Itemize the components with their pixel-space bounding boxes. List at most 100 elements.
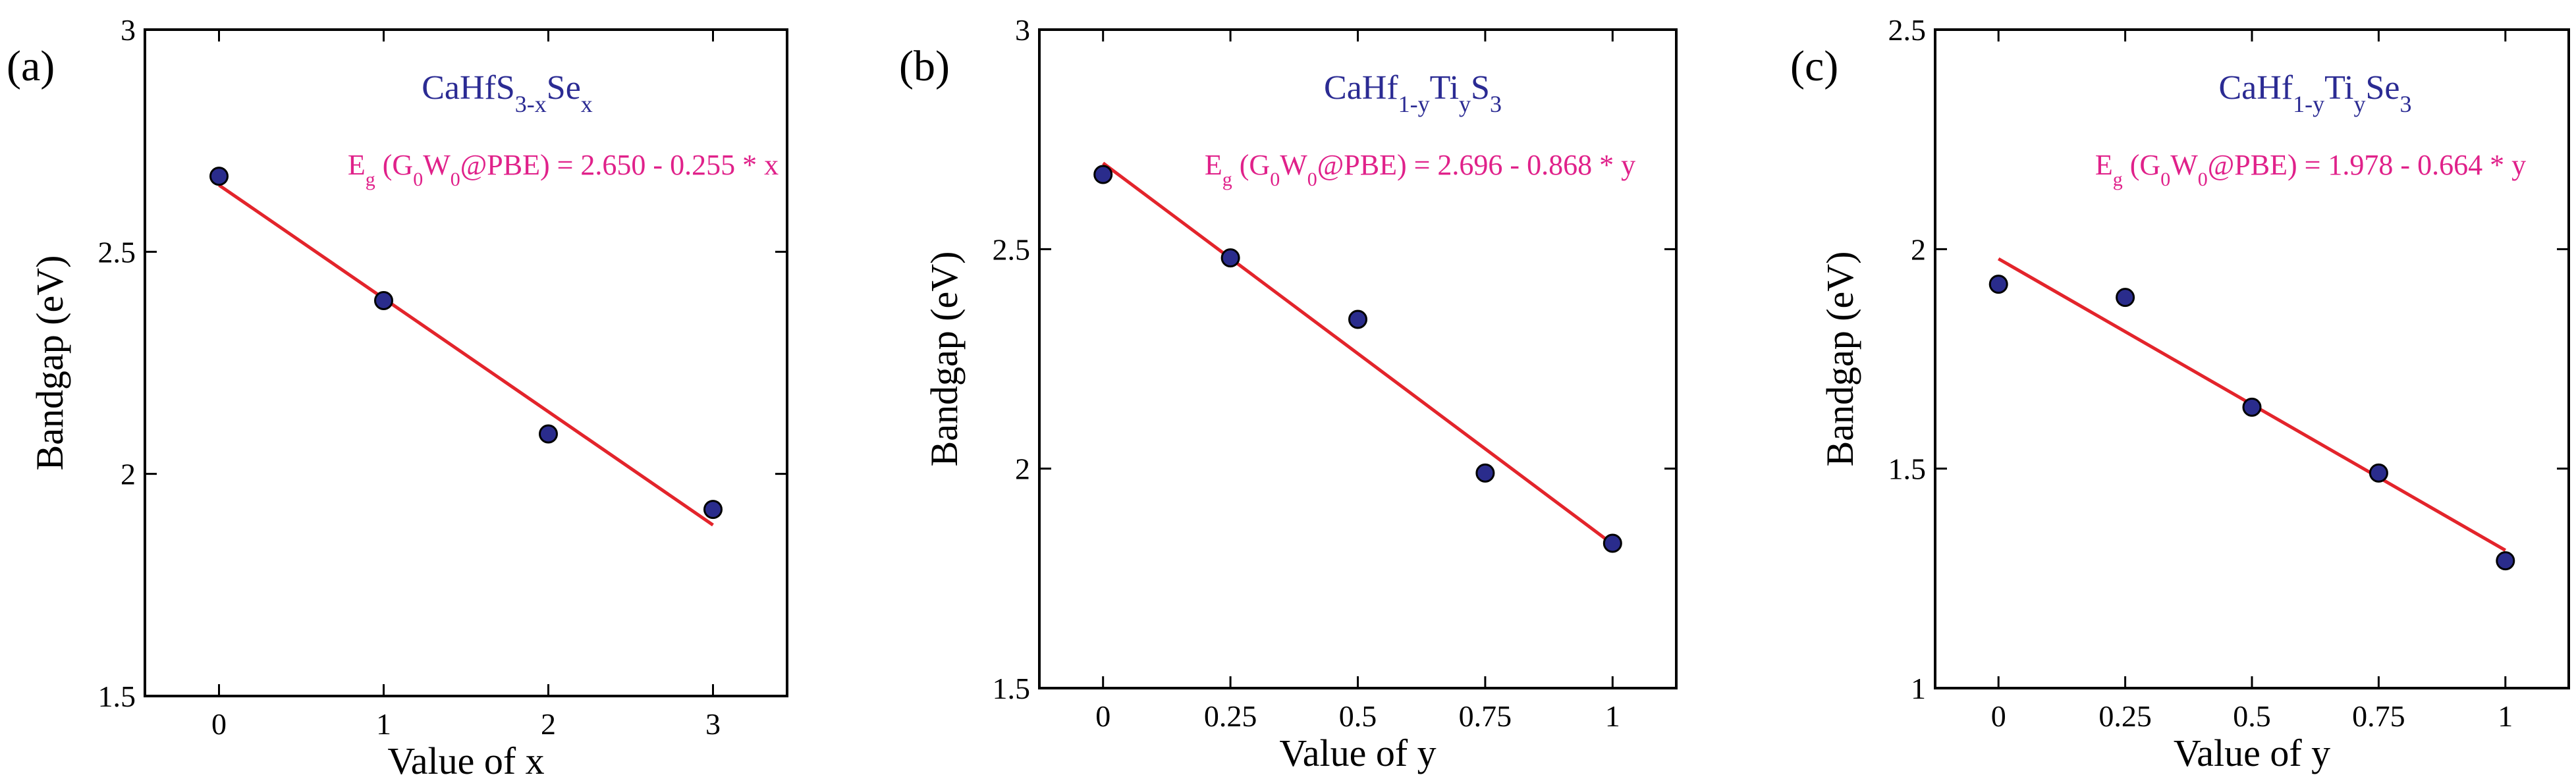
title-part: Ti: [1430, 69, 1459, 107]
data-point: [703, 500, 723, 520]
eq-part: E: [2095, 149, 2113, 181]
title-subscript: 3: [2400, 91, 2412, 117]
x-axis-label: Value of x: [387, 739, 544, 779]
data-point: [2116, 288, 2135, 308]
x-tick-label: 1: [2498, 699, 2513, 733]
plot-frame: [1038, 28, 1678, 689]
x-tick-label: 0: [211, 707, 227, 741]
data-point: [374, 291, 393, 311]
title-subscript: 1-y: [1398, 91, 1430, 117]
panel-label: (b): [899, 42, 950, 90]
x-tick-label: 0: [1095, 699, 1110, 733]
title-subscript: 1-y: [2293, 91, 2324, 117]
title-part: Ti: [2324, 69, 2353, 107]
eq-part: W: [1280, 149, 1307, 181]
panel-c: 0 0.25 0.5 0.75 1 1 1.5 2 2.5 Value of y Bandgap (…: [1790, 13, 2570, 774]
y-tick-label: 1.5: [98, 680, 136, 713]
panel-b: 0 0.25 0.5 0.75 1 1.5 2 2.5 3 Value of y Bandgap (…: [899, 13, 1678, 774]
x-tick-label: 1: [376, 707, 391, 741]
eq-subscript: 0: [2198, 169, 2208, 190]
y-tick-label: 2: [1911, 232, 1926, 266]
x-tick-label: 0.75: [2352, 699, 2405, 733]
x-tick-label: 0: [1991, 699, 2006, 733]
data-point: [2496, 551, 2515, 571]
x-axis-label: Value of y: [2174, 732, 2330, 774]
eq-part: (G: [2123, 149, 2160, 181]
title-part: CaHfS: [422, 69, 515, 107]
plot-frame: [1934, 28, 2570, 689]
fit-equation: Eg (G0W0@PBE) = 2.650 - 0.255 * x: [348, 149, 779, 190]
title-subscript: y: [1459, 91, 1471, 117]
chart-title: CaHf1-yTiySe3: [2218, 69, 2411, 117]
eq-subscript: g: [366, 169, 375, 190]
data-point: [1348, 309, 1367, 329]
y-tick-label: 1: [1911, 672, 1926, 705]
data-point: [209, 167, 229, 186]
eq-part: E: [1205, 149, 1222, 181]
eq-subscript: 0: [413, 169, 423, 190]
eq-part: W: [2170, 149, 2198, 181]
eq-part: W: [423, 149, 451, 181]
y-tick-label: 2.5: [993, 232, 1031, 266]
title-part: S: [1471, 69, 1490, 107]
y-tick-label: 1.5: [1888, 452, 1927, 486]
panel-label: (a): [7, 42, 55, 90]
title-part: CaHf: [2218, 69, 2293, 107]
data-point: [539, 424, 558, 444]
plot-frame: [144, 28, 788, 697]
title-subscript: 3: [1490, 91, 1502, 117]
y-axis-label: Bandgap (eV): [28, 255, 71, 471]
fit-equation: Eg (G0W0@PBE) = 1.978 - 0.664 * y: [2095, 149, 2526, 190]
y-tick-label: 3: [121, 13, 136, 47]
eq-subscript: 0: [451, 169, 460, 190]
eq-subscript: 0: [1270, 169, 1280, 190]
y-tick-label: 3: [1015, 13, 1030, 47]
y-tick-label: 2: [121, 458, 136, 491]
eq-part: @PBE) = 1.978 - 0.664 * y: [2208, 149, 2526, 181]
x-tick-label: 0.5: [2233, 699, 2271, 733]
fit-line: [218, 184, 714, 527]
title-part: CaHf: [1324, 69, 1398, 107]
eq-subscript: g: [1222, 169, 1232, 190]
chart-title: CaHf1-yTiyS3: [1324, 69, 1502, 117]
panel-label: (c): [1790, 42, 1838, 90]
x-tick-label: 2: [541, 707, 556, 741]
x-tick-label: 0.25: [1204, 699, 1257, 733]
eq-part: (G: [1232, 149, 1270, 181]
title-subscript: x: [581, 91, 593, 117]
eq-part: @PBE) = 2.650 - 0.255 * x: [460, 149, 779, 181]
fit-line: [1102, 161, 1614, 546]
x-tick-label: 1: [1605, 699, 1620, 733]
x-tick-label: 0.25: [2098, 699, 2152, 733]
data-point: [1220, 248, 1240, 268]
data-point: [2369, 463, 2388, 483]
title-subscript: 3-x: [515, 91, 547, 117]
data-point: [2242, 397, 2262, 417]
x-tick-label: 0.75: [1459, 699, 1512, 733]
data-point: [1475, 463, 1495, 483]
fit-equation: Eg (G0W0@PBE) = 2.696 - 0.868 * y: [1205, 149, 1635, 190]
eq-part: E: [348, 149, 366, 181]
eq-subscript: 0: [1307, 169, 1317, 190]
title-part: Se: [2366, 69, 2400, 107]
x-tick-label: 0.5: [1339, 699, 1377, 733]
title-subscript: y: [2354, 91, 2366, 117]
title-part: Se: [547, 69, 581, 107]
data-point: [1093, 165, 1113, 184]
y-tick-label: 2: [1015, 452, 1030, 486]
panel-a: 0 1 2 3 1.5 2 2.5 3 Value of x Bandgap (eV) (a) CaH…: [7, 13, 788, 779]
eq-part: @PBE) = 2.696 - 0.868 * y: [1317, 149, 1635, 181]
y-axis-label: Bandgap (eV): [923, 252, 966, 467]
eq-subscript: 0: [2160, 169, 2170, 190]
eq-part: (G: [375, 149, 413, 181]
y-tick-label: 2.5: [1888, 13, 1927, 47]
x-axis-label: Value of y: [1279, 732, 1436, 774]
chart-title: CaHfS3-xSex: [422, 69, 593, 117]
data-point: [1988, 275, 2008, 294]
x-tick-label: 3: [705, 707, 721, 741]
data-point: [1603, 533, 1622, 553]
y-tick-label: 2.5: [98, 235, 136, 269]
y-axis-label: Bandgap (eV): [1819, 252, 1861, 467]
y-tick-label: 1.5: [993, 672, 1031, 705]
